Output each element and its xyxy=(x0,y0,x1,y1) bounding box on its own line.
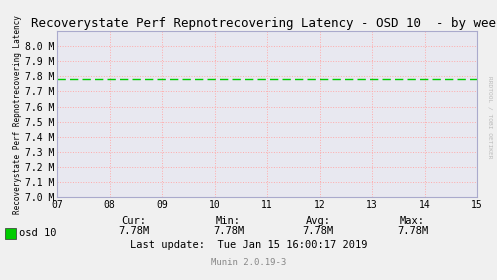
Title: Recoverystate Perf Repnotrecovering Latency - OSD 10  - by week: Recoverystate Perf Repnotrecovering Late… xyxy=(31,17,497,30)
Text: osd 10: osd 10 xyxy=(19,228,56,238)
Y-axis label: Recoverystate Perf Repnotrecovering Latency: Recoverystate Perf Repnotrecovering Late… xyxy=(13,15,22,214)
Text: 7.78M: 7.78M xyxy=(397,226,428,236)
Text: Min:: Min: xyxy=(216,216,241,226)
Text: Munin 2.0.19-3: Munin 2.0.19-3 xyxy=(211,258,286,267)
Text: Last update:  Tue Jan 15 16:00:17 2019: Last update: Tue Jan 15 16:00:17 2019 xyxy=(130,240,367,250)
Text: Avg:: Avg: xyxy=(306,216,331,226)
Text: Cur:: Cur: xyxy=(122,216,147,226)
Text: 7.78M: 7.78M xyxy=(119,226,150,236)
Text: 7.78M: 7.78M xyxy=(213,226,244,236)
Text: Max:: Max: xyxy=(400,216,425,226)
Text: 7.78M: 7.78M xyxy=(303,226,333,236)
Text: RRDTOOL / TOBI OETIKER: RRDTOOL / TOBI OETIKER xyxy=(487,76,492,159)
